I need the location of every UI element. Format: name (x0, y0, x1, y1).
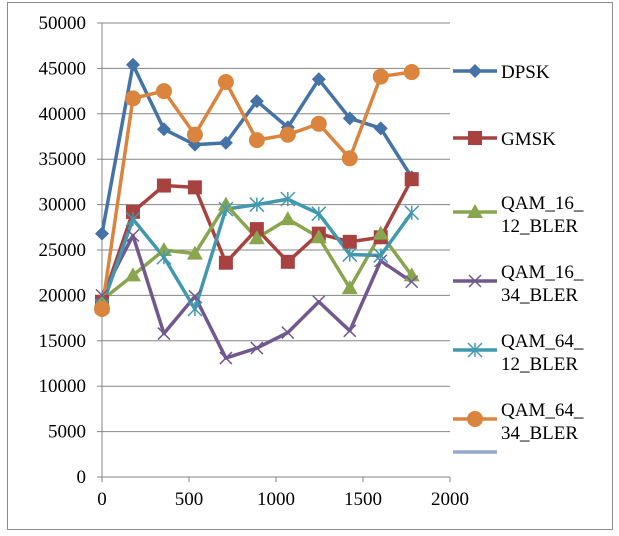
legend-marker-6 (467, 411, 483, 427)
data-point-series-6 (372, 68, 389, 85)
data-point-series-5 (218, 201, 234, 217)
data-point-series-3 (279, 211, 296, 226)
data-point-series-5 (404, 205, 420, 221)
data-point-series-6 (155, 83, 172, 100)
x-tick-label: 1000 (257, 489, 295, 510)
data-point-series-5 (249, 197, 265, 213)
data-point-series-6 (310, 115, 327, 132)
legend-marker-4 (468, 274, 482, 288)
legend-label-5: 12_BLER (501, 354, 578, 375)
data-point-series-4 (95, 288, 109, 302)
data-point-series-4 (312, 295, 326, 309)
data-point-series-2 (156, 178, 171, 193)
data-point-series-1 (342, 111, 357, 126)
y-tick-label: 20000 (39, 285, 87, 306)
y-tick-label: 35000 (39, 149, 87, 170)
data-point-series-2 (187, 180, 202, 195)
y-tick-label: 15000 (39, 331, 87, 352)
data-point-series-6 (248, 132, 265, 149)
legend-marker-3 (467, 204, 483, 218)
data-point-series-3 (248, 230, 265, 245)
data-point-series-6 (124, 90, 141, 107)
data-point-series-3 (124, 267, 141, 282)
y-tick-label: 40000 (39, 104, 87, 125)
y-tick-label: 25000 (39, 240, 87, 261)
data-point-series-4 (157, 327, 171, 341)
data-point-series-4 (405, 275, 419, 289)
x-tick-label: 2000 (431, 489, 469, 510)
data-point-series-5 (342, 247, 358, 263)
data-point-series-4 (219, 351, 233, 365)
data-point-series-3 (341, 280, 358, 295)
data-point-series-3 (372, 225, 389, 240)
legend-label-1: DPSK (501, 62, 550, 83)
data-point-series-5 (373, 247, 389, 263)
data-point-series-2 (404, 172, 419, 187)
x-tick-label: 0 (97, 489, 107, 510)
legend-label-3: 12_BLER (501, 216, 578, 237)
data-point-series-5 (280, 191, 296, 207)
data-point-series-3 (310, 229, 327, 244)
data-point-series-2 (249, 222, 264, 237)
data-point-series-1 (311, 72, 326, 87)
data-point-series-4 (126, 228, 140, 243)
x-tick-label: 500 (175, 489, 204, 510)
x-tick-label: 1500 (344, 489, 382, 510)
data-point-series-2 (342, 234, 357, 249)
data-point-series-6 (341, 150, 358, 167)
data-point-series-5 (311, 206, 327, 222)
data-point-series-1 (156, 122, 171, 137)
data-point-series-2 (280, 254, 295, 269)
data-point-series-6 (279, 126, 296, 143)
data-point-series-1 (218, 135, 233, 150)
legend-marker-5 (467, 342, 483, 358)
data-point-series-4 (250, 341, 264, 355)
legend-label-4: 34_BLER (501, 285, 578, 306)
y-tick-label: 45000 (39, 58, 87, 79)
legend-label-3: QAM_16_ (501, 193, 584, 214)
legend-marker-1 (468, 64, 482, 78)
legend-marker-2 (468, 131, 482, 145)
data-point-series-6 (186, 126, 203, 143)
y-tick-label: 0 (77, 467, 87, 488)
data-point-series-4 (281, 326, 295, 340)
legend-label-6: 34_BLER (501, 423, 578, 444)
data-point-series-6 (217, 74, 234, 91)
data-point-series-4 (188, 289, 202, 303)
data-point-series-5 (125, 211, 141, 227)
data-point-series-4 (343, 324, 357, 338)
data-point-series-6 (403, 64, 420, 81)
data-point-series-6 (94, 301, 110, 318)
data-point-series-1 (373, 121, 388, 136)
data-point-series-3 (186, 245, 203, 260)
data-point-series-5 (156, 249, 172, 265)
legend-label-4: QAM_16_ (501, 262, 584, 283)
y-tick-label: 10000 (39, 376, 87, 397)
legend-label-5: QAM_64_ (501, 331, 584, 352)
data-point-series-1 (95, 226, 109, 241)
y-tick-label: 30000 (39, 195, 87, 216)
data-point-series-1 (125, 57, 140, 72)
data-point-series-2 (218, 255, 233, 270)
legend-label-6: QAM_64_ (501, 400, 584, 421)
y-tick-label: 5000 (48, 422, 86, 443)
data-point-series-1 (249, 94, 264, 109)
data-point-series-5 (187, 301, 203, 317)
y-tick-label: 50000 (39, 13, 87, 34)
legend-label-2: GMSK (501, 129, 556, 150)
